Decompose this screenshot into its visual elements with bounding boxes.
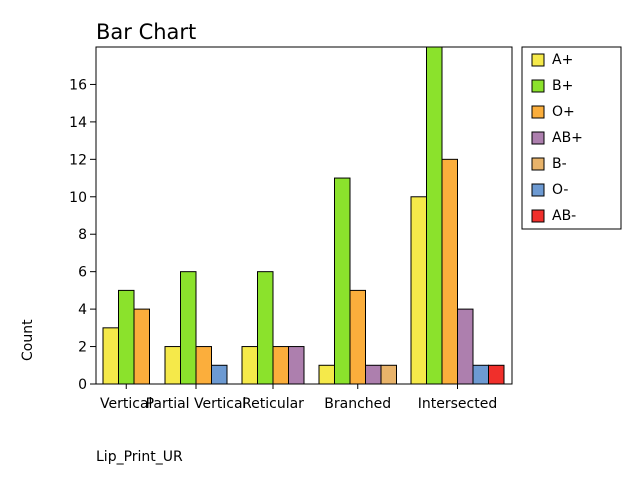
x-tick-label: Intersected (418, 396, 497, 412)
y-tick-label: 2 (78, 340, 87, 356)
bar-bpos-reticular (257, 271, 274, 385)
y-tick-label: 14 (69, 115, 87, 131)
legend-swatch (531, 105, 545, 119)
chart-title: Bar Chart (96, 20, 196, 44)
legend-label: AB+ (552, 130, 583, 146)
legend-label: A+ (552, 52, 573, 68)
bar-bpos-vertical (118, 289, 135, 385)
legend-swatch (531, 183, 545, 197)
bar-abpos-branched (365, 364, 382, 385)
bar-apos-partial-vertical (164, 346, 181, 385)
x-axis-label: Lip_Print_UR (96, 449, 183, 465)
x-tick-label: Partial Vertical (146, 396, 247, 412)
bar-bpos-branched (334, 177, 351, 385)
legend-swatch (531, 157, 545, 171)
bar-oneg-partial-vertical (211, 364, 228, 385)
legend-swatch (531, 209, 545, 223)
legend-swatch (531, 131, 545, 145)
bar-opos-partial-vertical (195, 346, 212, 385)
bar-bpos-partial-vertical (180, 271, 197, 385)
bar-oneg-intersected (472, 364, 489, 385)
bar-opos-intersected (441, 158, 458, 385)
bar-opos-branched (349, 289, 366, 385)
plot-frame (95, 46, 513, 385)
bar-abpos-intersected (457, 308, 474, 385)
legend-label: B- (552, 156, 567, 172)
y-axis-label: Count (20, 319, 36, 361)
bar-apos-intersected (410, 196, 427, 385)
x-tick-label: Vertical (100, 396, 152, 412)
y-tick-label: 8 (78, 227, 87, 243)
y-tick-label: 16 (69, 77, 87, 93)
y-tick-label: 6 (78, 265, 87, 281)
bar-apos-reticular (241, 346, 258, 385)
bar-apos-branched (318, 364, 335, 385)
legend-label: O+ (552, 104, 575, 120)
x-tick-label: Branched (324, 396, 391, 412)
y-tick-label: 0 (78, 377, 87, 393)
bar-apos-vertical (102, 327, 119, 385)
x-tick-label: Reticular (242, 396, 304, 412)
bar-bneg-branched (380, 364, 397, 385)
legend-label: AB- (552, 208, 576, 224)
legend-swatch (531, 79, 545, 93)
legend-label: B+ (552, 78, 573, 94)
bar-bpos-intersected (426, 46, 443, 385)
y-tick-label: 10 (69, 190, 87, 206)
bar-abneg-intersected (488, 364, 505, 385)
legend: A+ B+ O+ AB+ B- O- AB- (521, 46, 622, 230)
bar-opos-vertical (133, 308, 150, 385)
y-tick-label: 12 (69, 152, 87, 168)
legend-swatch (531, 53, 545, 67)
bar-opos-reticular (272, 346, 289, 385)
y-tick-label: 4 (78, 302, 87, 318)
legend-label: O- (552, 182, 568, 198)
bar-abpos-reticular (288, 346, 305, 385)
